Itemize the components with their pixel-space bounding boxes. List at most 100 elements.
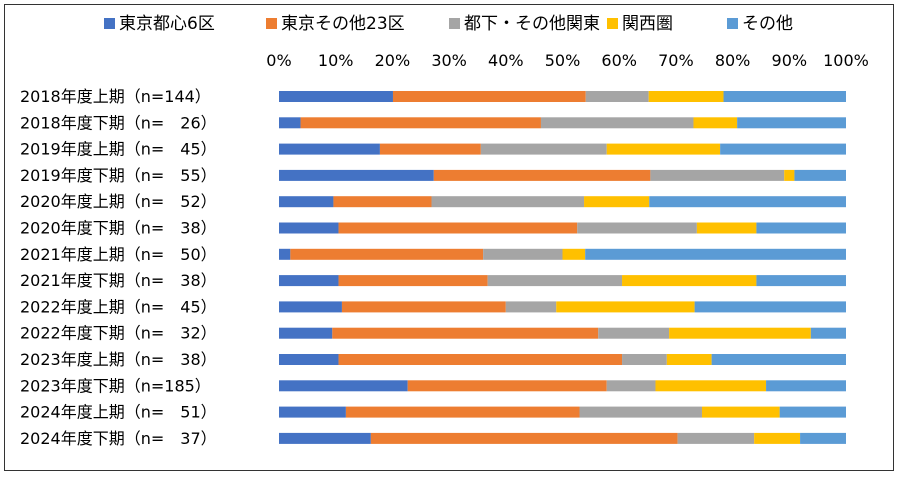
bar-segment-4	[562, 248, 586, 260]
bar-row	[279, 248, 846, 260]
bar-segment-5	[649, 196, 846, 208]
bar-segment-1	[279, 196, 334, 208]
bar-segment-1	[279, 432, 371, 444]
x-tick-label: 30%	[431, 51, 467, 70]
bar-segment-1	[279, 301, 342, 313]
bar-segment-3	[677, 432, 755, 444]
bar-segment-5	[711, 354, 846, 365]
bar-row	[279, 169, 846, 181]
x-tick-label: 90%	[772, 51, 808, 70]
bar-row	[279, 143, 846, 155]
category-label: 2021年度上期（n= 50）	[20, 245, 217, 264]
x-tick-label: 80%	[715, 51, 751, 70]
bar-segment-4	[584, 196, 650, 208]
category-label: 2023年度上期（n= 38）	[20, 350, 217, 369]
legend-label-3: 都下・その他関東	[464, 14, 600, 34]
bar-row	[279, 327, 846, 339]
bar-segment-1	[279, 380, 408, 392]
bar-segment-4	[556, 301, 695, 313]
bar-segment-2	[407, 380, 607, 392]
category-label: 2019年度下期（n= 55）	[20, 166, 217, 185]
bar-segment-5	[779, 406, 846, 418]
bar-segment-3	[487, 275, 623, 287]
bar-segment-4	[754, 432, 801, 444]
category-label: 2022年度上期（n= 45）	[20, 297, 217, 316]
bar-segment-5	[766, 380, 846, 392]
category-label: 2020年度上期（n= 52）	[20, 192, 217, 211]
bar-segment-1	[279, 117, 301, 129]
bar-segment-4	[696, 222, 757, 234]
legend-label-1: 東京都心6区	[119, 14, 215, 34]
legend-swatch-4	[607, 18, 618, 29]
bar-row	[279, 275, 846, 287]
category-labels: 2018年度上期（n=144） 2018年度下期（n= 26） 2019年度上期（n…	[20, 87, 217, 448]
bar-row	[279, 222, 846, 234]
bar-segment-3	[598, 327, 670, 339]
bar-segment-2	[332, 327, 599, 339]
legend-swatch-2	[266, 18, 277, 29]
bar-segment-3	[579, 406, 702, 418]
x-tick-label: 50%	[545, 51, 581, 70]
bar-segment-4	[701, 406, 780, 418]
bar-segment-3	[585, 91, 649, 102]
bar-segment-2	[392, 91, 586, 102]
bar-segment-4	[784, 169, 795, 181]
legend-swatch-1	[104, 18, 115, 29]
bar-segment-2	[338, 354, 623, 365]
bar-segment-3	[480, 143, 607, 155]
bar-segment-2	[345, 406, 580, 418]
bar-row	[279, 196, 846, 208]
category-label: 2023年度下期（n=185）	[20, 376, 211, 395]
x-axis-ticks: 0% 10% 20% 30% 40% 50% 60% 70% 80% 90% 100%	[266, 51, 869, 70]
bar-segment-5	[756, 275, 846, 287]
category-label: 2024年度下期（n= 37）	[20, 429, 217, 448]
x-tick-label: 60%	[601, 51, 637, 70]
category-label: 2022年度下期（n= 32）	[20, 324, 217, 343]
x-tick-label: 100%	[823, 51, 869, 70]
bar-segment-1	[279, 406, 346, 418]
x-tick-label: 0%	[266, 51, 291, 70]
bar-segment-1	[279, 169, 434, 181]
bar-segment-3	[650, 169, 785, 181]
bar-segment-4	[622, 275, 757, 287]
x-tick-label: 40%	[488, 51, 524, 70]
bar-segment-2	[433, 169, 651, 181]
bar-row	[279, 380, 846, 392]
bar-segment-4	[606, 143, 721, 155]
legend-swatch-5	[727, 18, 738, 29]
category-label: 2018年度下期（n= 26）	[20, 113, 217, 132]
bars	[279, 91, 846, 444]
bar-row	[279, 432, 846, 444]
legend-label-5: その他	[742, 14, 793, 34]
bar-segment-3	[505, 301, 557, 313]
bar-segment-5	[694, 301, 846, 313]
bar-segment-4	[648, 91, 724, 102]
legend-label-4: 関西圏	[622, 14, 673, 34]
bar-segment-5	[585, 248, 846, 260]
x-tick-label: 20%	[375, 51, 411, 70]
bar-segment-2	[338, 275, 488, 287]
bar-segment-4	[693, 117, 738, 129]
bar-row	[279, 354, 846, 365]
bar-segment-2	[338, 222, 578, 234]
bar-segment-5	[794, 169, 846, 181]
bar-segment-5	[810, 327, 846, 339]
bar-segment-3	[577, 222, 697, 234]
bar-segment-5	[723, 91, 846, 102]
bar-segment-2	[379, 143, 481, 155]
bar-segment-2	[333, 196, 432, 208]
bar-row	[279, 91, 846, 102]
bar-segment-1	[279, 91, 393, 102]
bar-row	[279, 117, 846, 129]
bar-segment-5	[800, 432, 846, 444]
x-tick-label: 10%	[318, 51, 354, 70]
category-label: 2021年度下期（n= 38）	[20, 271, 217, 290]
bar-segment-3	[483, 248, 563, 260]
bar-segment-1	[279, 327, 333, 339]
bar-segment-3	[622, 354, 667, 365]
bar-segment-1	[279, 275, 339, 287]
category-label: 2020年度下期（n= 38）	[20, 219, 217, 238]
category-label: 2019年度上期（n= 45）	[20, 140, 217, 159]
bar-segment-4	[666, 354, 712, 365]
bar-segment-2	[300, 117, 541, 129]
